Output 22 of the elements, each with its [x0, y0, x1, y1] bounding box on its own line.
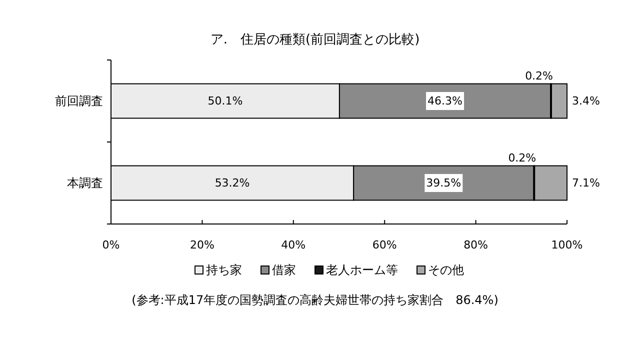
legend-label: 持ち家: [206, 263, 242, 277]
data-label: 53.2%: [214, 176, 250, 190]
x-tick-label: 60%: [372, 238, 397, 252]
legend-label: 老人ホーム等: [326, 263, 398, 277]
y-tick-label: 前回調査: [55, 94, 103, 108]
x-tick-label: 0%: [102, 238, 120, 252]
data-label: 0.2%: [508, 151, 536, 164]
data-label: 7.1%: [572, 176, 600, 190]
data-label: 39.5%: [426, 176, 462, 190]
x-tick-label: 20%: [190, 238, 214, 252]
text: (参考:平成17年度の国勢調査の高齢夫婦世帯の持ち家割合 86.4%): [132, 293, 498, 307]
chart-title: ア. 住居の種類(前回調査との比較): [210, 32, 420, 48]
data-label: 3.4%: [572, 94, 600, 108]
x-tick-label: 100%: [551, 238, 583, 252]
x-tick-label: 80%: [464, 238, 488, 252]
legend-label: 借家: [272, 263, 296, 277]
data-label: 46.3%: [428, 94, 462, 108]
data-label: 50.1%: [208, 94, 243, 108]
y-tick-label: 本調査: [67, 176, 103, 190]
legend-label: その他: [428, 263, 464, 277]
data-label: 0.2%: [525, 69, 554, 82]
x-tick-label: 40%: [281, 238, 306, 252]
